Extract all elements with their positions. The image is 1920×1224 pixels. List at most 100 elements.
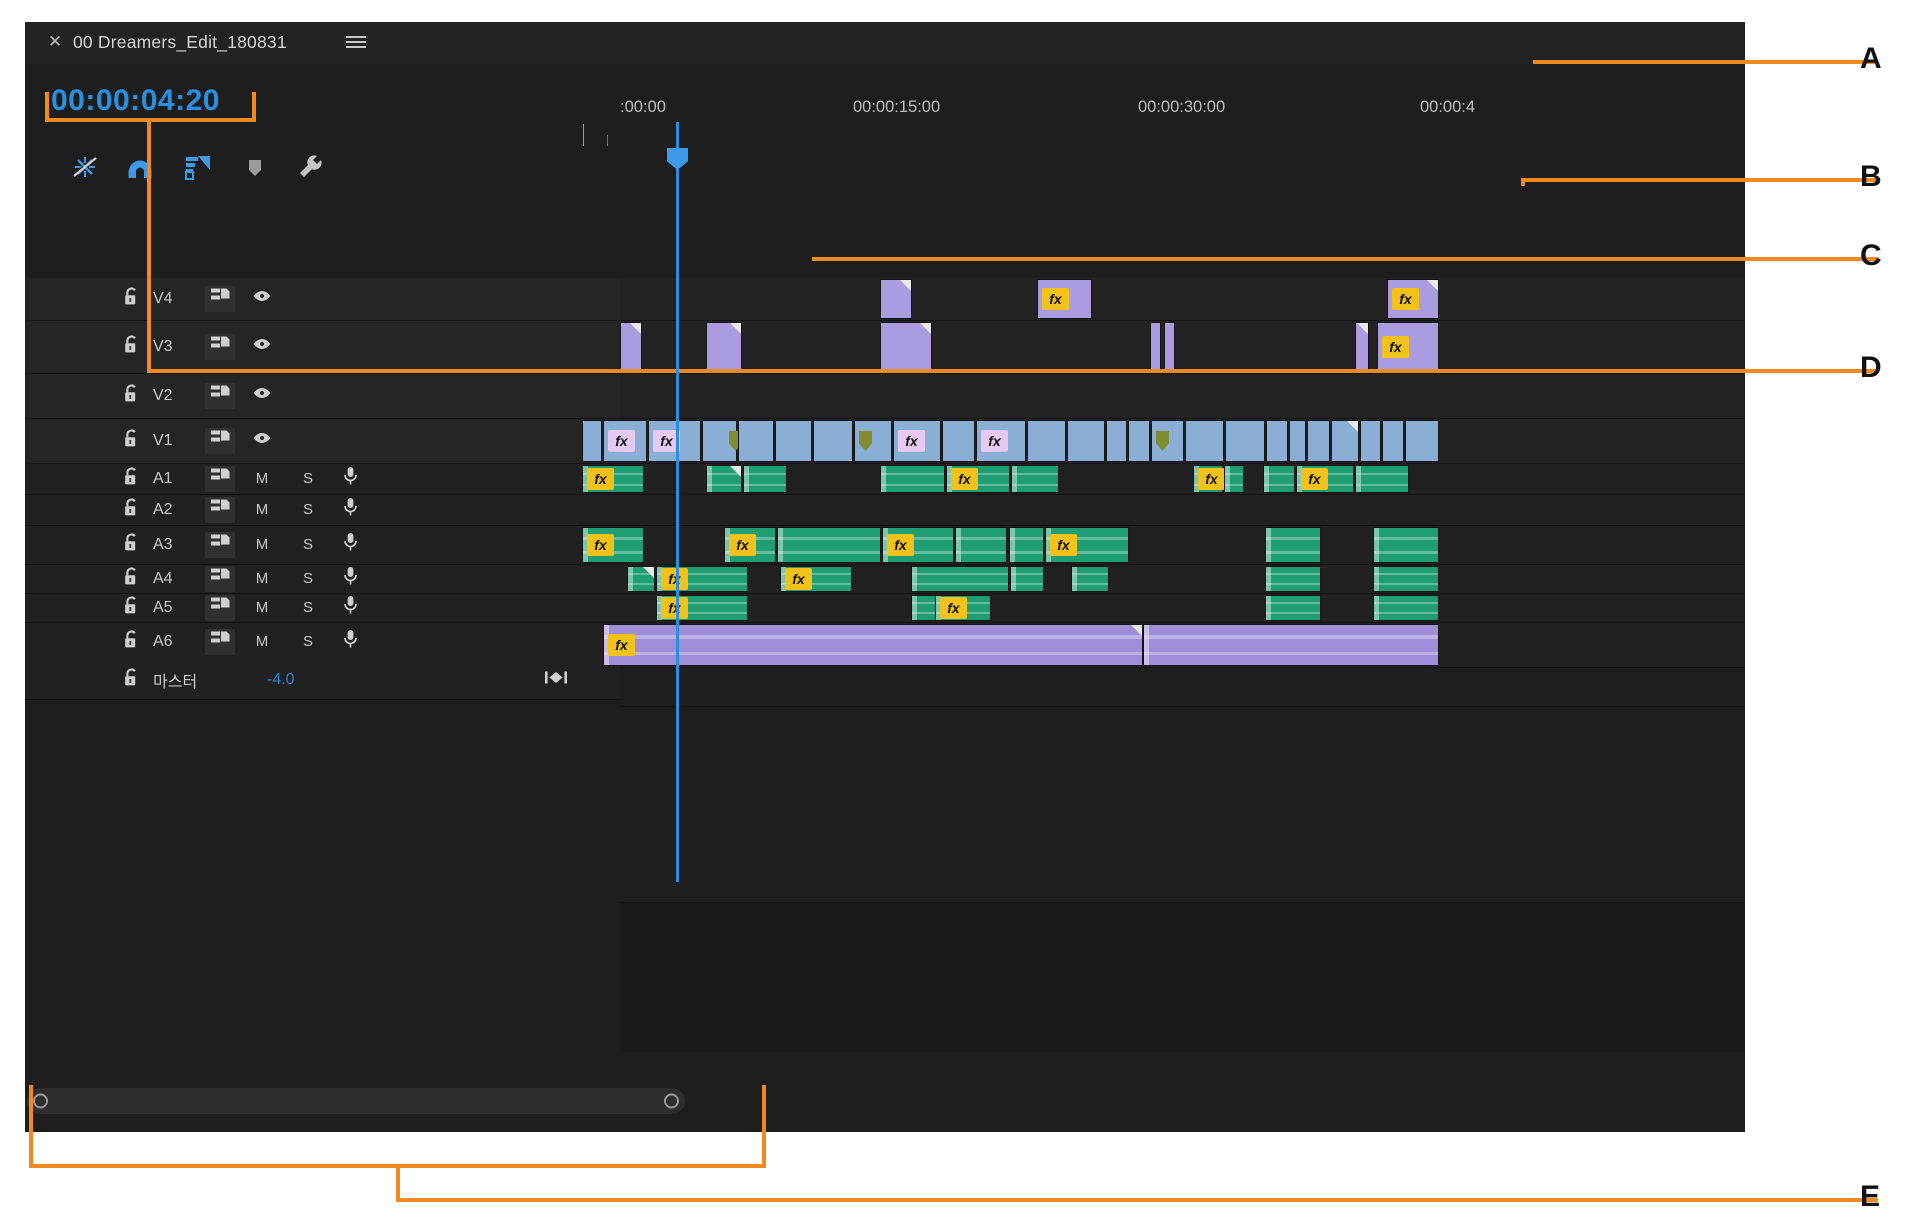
track-header-A5[interactable]: A5 M S	[25, 594, 620, 623]
fx-badge[interactable]: fx	[785, 568, 812, 590]
clip[interactable]	[738, 420, 774, 462]
clip-corner-handle[interactable]	[730, 323, 741, 334]
track-header-A3[interactable]: A3 M S	[25, 526, 620, 565]
mute-button[interactable]: M	[255, 501, 269, 518]
clip[interactable]: fx	[1193, 465, 1225, 493]
eye-icon[interactable]	[247, 383, 277, 409]
clip-marker-icon[interactable]	[1156, 431, 1169, 451]
clip[interactable]	[620, 322, 642, 372]
track-lane-A5[interactable]: fx fx	[620, 594, 1745, 623]
clip[interactable]: fx	[780, 566, 852, 592]
clip[interactable]	[813, 420, 853, 462]
clip[interactable]	[1010, 566, 1044, 592]
scroll-knob-left[interactable]	[33, 1093, 48, 1109]
fx-badge[interactable]: fx	[898, 430, 925, 452]
track-lane-pad1[interactable]	[620, 707, 1745, 903]
fx-badge[interactable]: fx	[587, 534, 614, 556]
track-target-icon[interactable]	[205, 428, 235, 454]
snap-magnet-icon[interactable]	[120, 147, 160, 187]
clip[interactable]: fx	[648, 420, 701, 462]
fx-badge[interactable]: fx	[608, 430, 635, 452]
track-header-A1[interactable]: A1 M S	[25, 464, 620, 495]
linked-selection-icon[interactable]	[65, 147, 105, 187]
track-target-icon[interactable]	[205, 383, 235, 409]
clip-corner-handle[interactable]	[900, 280, 911, 291]
track-lane-V2[interactable]	[620, 374, 1745, 419]
clip-corner-handle[interactable]	[1357, 323, 1368, 334]
track-lane-master[interactable]	[620, 668, 1745, 707]
fx-badge[interactable]: fx	[1392, 288, 1419, 310]
clip[interactable]	[1106, 420, 1127, 462]
clip[interactable]: fx	[1296, 465, 1354, 493]
fx-badge[interactable]: fx	[981, 430, 1008, 452]
lock-icon[interactable]	[123, 498, 140, 522]
clip[interactable]	[1265, 566, 1321, 592]
eye-icon[interactable]	[247, 428, 277, 454]
microphone-icon[interactable]	[335, 629, 365, 655]
lock-icon[interactable]	[123, 467, 140, 491]
track-target-icon[interactable]	[205, 466, 235, 492]
fx-badge[interactable]: fx	[887, 534, 914, 556]
clip[interactable]	[1263, 465, 1295, 493]
lock-icon[interactable]	[123, 533, 140, 557]
clip[interactable]	[1373, 566, 1439, 592]
output-meter-icon[interactable]	[545, 670, 567, 691]
fx-badge[interactable]: fx	[661, 568, 688, 590]
clip[interactable]	[942, 420, 975, 462]
fx-badge[interactable]: fx	[1301, 468, 1328, 490]
clip[interactable]	[1331, 420, 1359, 462]
track-lane-V1[interactable]: fx fx fx fx	[582, 419, 1745, 464]
marker-sync-icon[interactable]	[177, 147, 217, 187]
clip[interactable]	[880, 279, 912, 319]
clip[interactable]: fx	[882, 527, 954, 563]
clip[interactable]	[1265, 527, 1321, 563]
clip[interactable]	[627, 566, 655, 592]
clip[interactable]	[1143, 624, 1439, 666]
clip[interactable]	[911, 566, 1009, 592]
eye-icon[interactable]	[247, 286, 277, 312]
clip-corner-handle[interactable]	[920, 323, 931, 334]
sequence-tab-title[interactable]: 00 Dreamers_Edit_180831	[73, 32, 287, 52]
microphone-icon[interactable]	[335, 466, 365, 492]
master-volume-value[interactable]: -4.0	[267, 671, 295, 688]
mute-button[interactable]: M	[255, 470, 269, 487]
clip[interactable]	[1071, 566, 1109, 592]
track-target-icon[interactable]	[205, 286, 235, 312]
clip[interactable]	[1011, 465, 1059, 493]
fx-badge[interactable]: fx	[1382, 336, 1409, 358]
clip[interactable]	[1128, 420, 1150, 462]
clip[interactable]	[1405, 420, 1439, 462]
clip-corner-handle[interactable]	[1347, 421, 1358, 432]
fx-badge[interactable]: fx	[661, 597, 688, 619]
clip[interactable]	[743, 465, 787, 493]
microphone-icon[interactable]	[335, 566, 365, 592]
playhead[interactable]	[667, 122, 688, 882]
add-marker-icon[interactable]	[235, 147, 275, 187]
clip[interactable]	[1360, 420, 1381, 462]
solo-button[interactable]: S	[302, 599, 313, 616]
track-header-A2[interactable]: A2 M S	[25, 495, 620, 526]
clip[interactable]	[1266, 420, 1288, 462]
close-icon[interactable]: ✕	[47, 32, 63, 51]
clip[interactable]: fx	[935, 595, 991, 621]
clip[interactable]	[1373, 527, 1439, 563]
eye-icon[interactable]	[247, 334, 277, 360]
clip[interactable]	[777, 527, 881, 563]
track-target-icon[interactable]	[205, 629, 235, 655]
track-lane-A4[interactable]: fx fx	[620, 565, 1745, 594]
clip[interactable]	[1009, 527, 1044, 563]
track-lane-A3[interactable]: fx fx fx fx	[582, 526, 1745, 565]
clip[interactable]	[880, 465, 945, 493]
clip-corner-handle[interactable]	[1427, 280, 1438, 291]
track-header-V4[interactable]: V4	[25, 278, 620, 321]
timeline-track-area[interactable]: fx fx fx fx fx fx fx fx fx fx fx fx fx fx fx fx fx fx fx fx	[582, 122, 1745, 1052]
lock-icon[interactable]	[123, 596, 140, 620]
track-target-icon[interactable]	[205, 566, 235, 592]
clip[interactable]	[1164, 322, 1175, 372]
microphone-icon[interactable]	[335, 497, 365, 523]
fx-badge[interactable]: fx	[1042, 288, 1069, 310]
clip[interactable]: fx	[603, 624, 1143, 666]
track-header-V1[interactable]: V1	[25, 419, 620, 464]
clip[interactable]	[955, 527, 1007, 563]
clip[interactable]: fx	[1377, 322, 1439, 372]
